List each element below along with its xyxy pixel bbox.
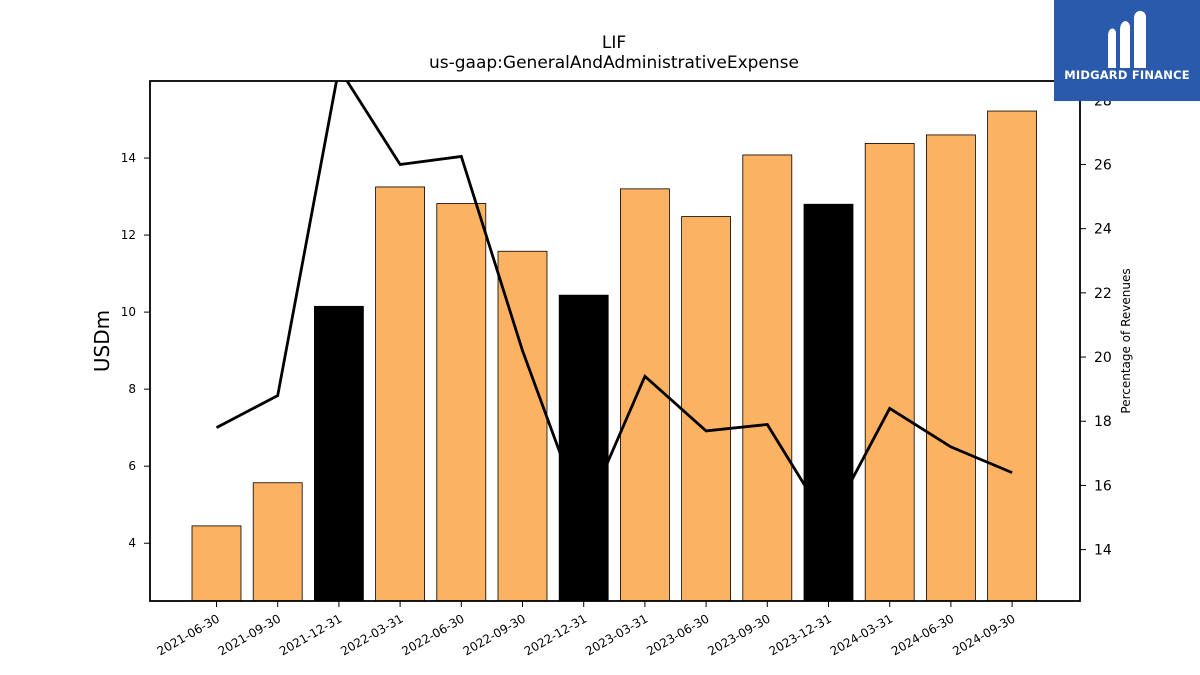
x-tick-label: 2022-06-30 xyxy=(399,611,466,658)
brand-logo: MIDGARD FINANCE xyxy=(1054,0,1200,101)
y-tick-label: 14 xyxy=(121,151,136,165)
bar-2023-03-31 xyxy=(620,188,670,602)
x-tick-label: 2024-03-31 xyxy=(828,611,895,658)
chart-subtitle: us-gaap:GeneralAndAdministrativeExpense xyxy=(429,53,799,73)
x-tick-label: 2021-06-30 xyxy=(155,611,222,658)
bar-2021-09-30 xyxy=(252,482,303,602)
x-tick-label: 2022-09-30 xyxy=(461,611,528,658)
x-tick-label: 2023-12-31 xyxy=(767,611,834,658)
y2-tick-label: 24 xyxy=(1094,222,1112,238)
bar-2022-09-30 xyxy=(497,250,548,602)
bar-2023-12-31 xyxy=(803,203,854,602)
x-tick-label: 2024-06-30 xyxy=(889,611,956,658)
plot-frame xyxy=(149,80,1081,602)
y2-tick-label: 14 xyxy=(1094,543,1112,559)
logo-text: MIDGARD FINANCE xyxy=(1064,68,1190,82)
bar-2024-03-31 xyxy=(864,142,915,602)
bar-2021-06-30 xyxy=(191,525,242,602)
x-tick-label: 2022-12-31 xyxy=(522,611,589,658)
x-tick-label: 2022-03-31 xyxy=(338,611,405,658)
bar-2024-09-30 xyxy=(987,110,1037,602)
bar-group xyxy=(191,110,1037,602)
percentage-line xyxy=(215,81,1013,527)
y2-tick-label: 20 xyxy=(1094,350,1112,366)
bar-2023-09-30 xyxy=(742,154,793,602)
x-tick-label: 2023-06-30 xyxy=(644,611,711,658)
y2-tick-label: 26 xyxy=(1094,157,1112,173)
bar-2022-12-31 xyxy=(558,294,609,602)
x-tick-label: 2023-03-31 xyxy=(583,611,650,658)
bar-2024-06-30 xyxy=(926,134,976,602)
bar-2022-06-30 xyxy=(436,203,487,602)
y2-tick-label: 18 xyxy=(1094,414,1112,430)
y-tick-label: 4 xyxy=(128,536,136,550)
x-tick-label: 2023-09-30 xyxy=(705,611,772,658)
left-axis: 4 6 8 10 12 14 xyxy=(121,151,150,550)
y-tick-label: 10 xyxy=(121,305,136,319)
y2-tick-label: 16 xyxy=(1094,478,1112,494)
y-tick-label: 6 xyxy=(128,459,136,473)
x-axis: 2021-06-302021-09-302021-12-312022-03-31… xyxy=(155,601,1018,658)
x-tick-label: 2021-09-30 xyxy=(216,611,283,658)
y-tick-label: 8 xyxy=(128,382,136,396)
chart-title: LIF xyxy=(602,33,626,53)
bar-2023-06-30 xyxy=(681,216,731,602)
y2-axis-label: Percentage of Revenues xyxy=(1119,268,1133,413)
y2-tick-label: 22 xyxy=(1094,286,1112,302)
logo-mark-icon xyxy=(1108,10,1146,68)
y-tick-label: 12 xyxy=(121,228,136,242)
bar-2022-03-31 xyxy=(375,186,426,602)
bar-2021-12-31 xyxy=(313,305,364,602)
x-tick-label: 2021-12-31 xyxy=(277,611,344,658)
y-axis-label: USDm xyxy=(90,310,114,372)
x-tick-label: 2024-09-30 xyxy=(950,611,1017,658)
